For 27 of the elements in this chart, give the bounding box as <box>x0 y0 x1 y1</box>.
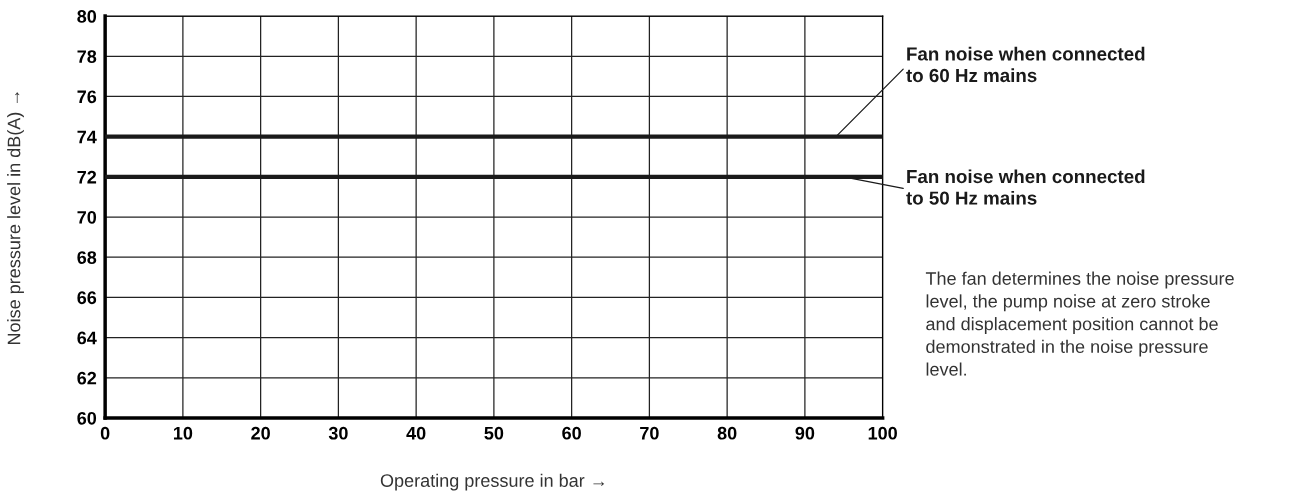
annotation: Fan noise when connected to 60 Hz mains <box>906 46 1145 83</box>
y-tick-label: 66 <box>77 291 97 305</box>
y-tick-label: 62 <box>77 371 97 385</box>
y-axis-title: Noise pressure level in dB(A) → <box>7 92 24 344</box>
annotation: Fan noise when connected to 50 Hz mains <box>906 169 1145 205</box>
text: The fan determines the noise pressure level, the pump noise at zero stroke and displacement position cannot be demonstrated in the noise pressure level. <box>925 271 1234 376</box>
x-tick-label: 40 <box>406 426 426 440</box>
x-tick-label: 100 <box>868 426 897 440</box>
y-tick-label: 72 <box>77 170 97 184</box>
x-tick-label: 90 <box>795 426 815 440</box>
y-tick-label: 64 <box>77 331 97 345</box>
x-tick-label: 30 <box>328 426 348 440</box>
y-tick-label: 76 <box>77 90 97 104</box>
y-tick-label: 70 <box>77 210 97 224</box>
x-tick-label: 80 <box>717 426 737 440</box>
x-tick-label: 60 <box>562 426 581 440</box>
x-tick-label: 0 <box>100 426 110 440</box>
x-tick-label: 50 <box>484 426 504 440</box>
x-tick-label: 20 <box>251 426 270 440</box>
x-tick-label: 70 <box>640 426 659 440</box>
y-tick-label: 68 <box>77 251 97 264</box>
y-tick-label: 78 <box>77 50 97 64</box>
x-axis-title: Operating pressure in bar → <box>380 473 605 491</box>
y-tick-label: 60 <box>77 411 97 425</box>
y-tick-label: 74 <box>77 130 97 144</box>
y-tick-label: 80 <box>77 10 97 23</box>
x-tick-label: 10 <box>173 426 193 440</box>
